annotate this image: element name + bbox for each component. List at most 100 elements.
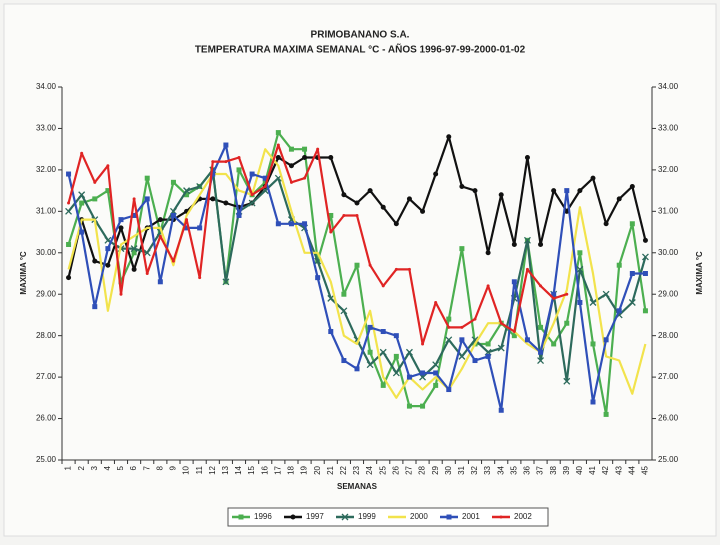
- marker: [368, 263, 372, 267]
- x-tick-label: 42: [601, 465, 610, 474]
- y-tick-label: 28.00: [36, 331, 57, 340]
- marker: [354, 262, 360, 268]
- marker: [499, 515, 503, 519]
- marker: [130, 245, 138, 253]
- marker: [551, 291, 557, 297]
- marker: [170, 179, 176, 185]
- marker: [446, 387, 452, 393]
- x-tick-label: 4: [103, 465, 112, 470]
- marker: [421, 342, 425, 346]
- x-tick-label: 18: [287, 465, 296, 474]
- chart-subtitle: TEMPERATURA MAXIMA SEMANAL °C - AÑOS 199…: [195, 43, 526, 56]
- marker: [629, 183, 635, 189]
- marker: [262, 179, 268, 185]
- marker: [629, 221, 635, 227]
- y-tick-label: 25.00: [36, 455, 57, 464]
- marker: [486, 284, 490, 288]
- marker: [290, 514, 296, 520]
- marker: [641, 253, 649, 261]
- marker: [327, 294, 335, 302]
- x-tick-label: 16: [260, 465, 269, 474]
- marker: [315, 275, 321, 281]
- marker: [576, 265, 584, 273]
- marker: [406, 403, 412, 409]
- x-tick-label: 17: [273, 465, 282, 474]
- marker: [184, 192, 190, 198]
- marker: [538, 241, 544, 247]
- marker: [65, 207, 73, 215]
- marker: [341, 192, 347, 198]
- marker: [499, 321, 503, 325]
- legend-label: 1996: [254, 512, 272, 521]
- marker: [224, 160, 228, 164]
- marker: [523, 236, 531, 244]
- marker: [184, 225, 190, 231]
- y-tick-label: 31.00: [36, 206, 57, 215]
- chart-title: PRIMOBANANO S.A.: [311, 30, 410, 41]
- marker: [406, 374, 412, 380]
- marker: [288, 221, 294, 227]
- marker: [367, 188, 373, 194]
- marker: [564, 188, 570, 194]
- marker: [250, 193, 254, 197]
- marker: [289, 180, 293, 184]
- marker: [236, 167, 242, 173]
- y2-tick-label: 27.00: [658, 372, 679, 381]
- marker: [354, 366, 360, 372]
- x-tick-label: 9: [169, 465, 178, 470]
- legend-label: 1999: [358, 512, 376, 521]
- marker: [79, 200, 85, 206]
- marker: [341, 291, 347, 297]
- marker: [288, 146, 294, 152]
- x-tick-label: 23: [352, 465, 361, 474]
- marker: [459, 246, 465, 252]
- marker: [642, 237, 648, 243]
- marker: [262, 175, 268, 181]
- marker: [381, 284, 385, 288]
- marker: [249, 171, 255, 177]
- marker: [106, 164, 110, 168]
- marker: [473, 317, 477, 321]
- x-tick-label: 33: [483, 465, 492, 474]
- marker: [275, 221, 281, 227]
- marker: [577, 300, 583, 306]
- marker: [642, 271, 648, 276]
- x-tick-label: 31: [457, 465, 466, 474]
- marker: [66, 171, 72, 177]
- marker: [210, 171, 216, 177]
- x-tick-label: 38: [549, 465, 558, 474]
- marker: [366, 361, 374, 369]
- series-line: [67, 148, 647, 399]
- x-tick-label: 39: [562, 465, 571, 474]
- marker: [551, 188, 557, 194]
- marker: [616, 308, 622, 314]
- x-tick-label: 11: [195, 465, 204, 474]
- marker: [275, 130, 281, 136]
- x-tick-label: 24: [365, 465, 374, 474]
- marker: [79, 229, 85, 235]
- marker: [354, 200, 360, 206]
- marker: [367, 324, 373, 330]
- marker: [170, 212, 176, 218]
- marker: [446, 316, 452, 322]
- marker: [328, 212, 334, 218]
- marker: [316, 147, 320, 151]
- x-tick-label: 1: [64, 465, 73, 470]
- y-tick-label: 26.00: [36, 414, 57, 423]
- x-tick-label: 5: [116, 465, 125, 470]
- marker: [145, 272, 149, 275]
- x-axis-title: SEMANAS: [337, 482, 378, 491]
- marker: [420, 403, 426, 409]
- x-tick-label: 40: [575, 465, 584, 474]
- x-tick-label: 10: [182, 465, 191, 474]
- marker: [498, 407, 504, 413]
- marker: [539, 284, 543, 288]
- marker: [66, 241, 72, 247]
- marker: [105, 262, 111, 268]
- y-tick-label: 27.00: [36, 372, 57, 381]
- x-tick-label: 14: [234, 465, 243, 474]
- marker: [223, 200, 229, 206]
- x-tick-label: 22: [339, 465, 348, 474]
- x-tick-label: 45: [641, 465, 650, 474]
